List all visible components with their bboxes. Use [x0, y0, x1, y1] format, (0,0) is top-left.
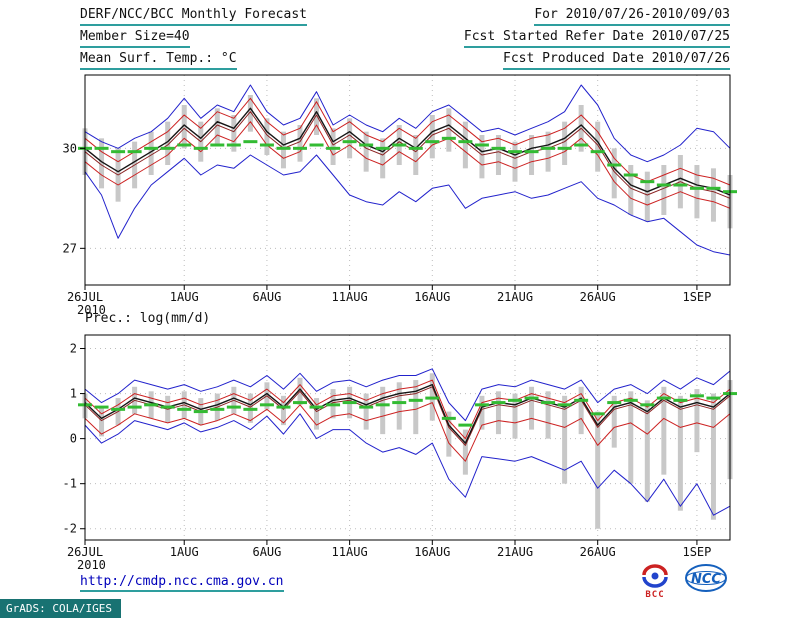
svg-text:30: 30 — [63, 141, 77, 155]
chart-main-title-row: DERF/NCC/BCC Monthly Forecast — [80, 8, 307, 26]
ensemble-spread — [82, 95, 733, 229]
ncc-logo-mark: NCC — [685, 564, 727, 592]
bcc-logo: BCC — [638, 563, 672, 600]
footer-logos: BCC NCC — [638, 563, 728, 600]
svg-text:1SEP: 1SEP — [682, 545, 711, 559]
gridlines — [84, 75, 730, 285]
fcst-refer-date-label: Fcst Started Refer Date 2010/07/25 — [463, 30, 730, 48]
svg-text:-1: -1 — [63, 477, 77, 491]
series-ens-min — [84, 413, 731, 516]
svg-text:26JUL: 26JUL — [67, 290, 103, 304]
series-ens-median — [84, 111, 731, 199]
svg-text:16AUG: 16AUG — [414, 290, 450, 304]
bcc-logo-mark — [642, 564, 668, 588]
axis-labels: 27 30 26JUL 1AUG 6AUG 11AUG 16AUG 21AUG 26AUG 1SE… — [63, 141, 712, 317]
svg-text:2: 2 — [70, 342, 77, 356]
source-link[interactable]: http://cmdp.ncc.cma.gov.cn — [80, 574, 284, 592]
member-size-label: Member Size=40 — [80, 30, 190, 48]
fcst-produced-date-label: Fcst Produced Date 2010/07/26 — [503, 52, 730, 70]
temp-panel: 27 30 26JUL 1AUG 6AUG 11AUG 16AUG 21AUG 26AUG 1SE… — [63, 74, 737, 317]
axis-labels: 2 1 0 -1 -2 26JUL 1AUG 6AUG 11AUG 16AUG 21AUG 26AUG… — [63, 311, 712, 572]
svg-text:6AUG: 6AUG — [252, 290, 281, 304]
fcst-refer-date-row: Fcst Started Refer Date 2010/07/25 — [463, 30, 730, 48]
svg-text:-2: -2 — [63, 522, 77, 536]
panel-frame — [84, 334, 731, 541]
bcc-logo-label: BCC — [645, 590, 665, 600]
svg-text:0: 0 — [70, 432, 77, 446]
chart-main-title: DERF/NCC/BCC Monthly Forecast — [80, 8, 307, 26]
temp-panel-title-row: Mean Surf. Temp.: °C — [80, 52, 307, 70]
svg-text:2010: 2010 — [77, 303, 106, 317]
gridlines — [84, 335, 730, 540]
series-lower-quartile — [84, 402, 731, 462]
svg-text:1: 1 — [70, 387, 77, 401]
prec-panel: 2 1 0 -1 -2 26JUL 1AUG 6AUG 11AUG 16AUG 21AUG 26AUG… — [63, 311, 737, 572]
svg-text:Prec.: log(mm/d): Prec.: log(mm/d) — [85, 311, 210, 326]
svg-text:1SEP: 1SEP — [682, 290, 711, 304]
ncc-logo-label: NCC — [691, 572, 721, 587]
svg-text:16AUG: 16AUG — [414, 545, 450, 559]
forecast-range-label: For 2010/07/26-2010/09/03 — [534, 8, 730, 26]
series-ens-min — [84, 154, 731, 256]
header-left: DERF/NCC/BCC Monthly Forecast Member Siz… — [80, 8, 307, 74]
svg-text:26AUG: 26AUG — [580, 290, 616, 304]
series-climatology — [78, 392, 737, 427]
svg-text:2010: 2010 — [77, 558, 106, 572]
fcst-produced-date-row: Fcst Produced Date 2010/07/26 — [464, 52, 730, 70]
svg-text:26AUG: 26AUG — [580, 545, 616, 559]
series-ens-median — [84, 386, 731, 446]
svg-text:26JUL: 26JUL — [67, 545, 103, 559]
svg-text:6AUG: 6AUG — [252, 545, 281, 559]
svg-text:1AUG: 1AUG — [170, 545, 199, 559]
series-lower-quartile — [84, 121, 731, 209]
series-ens-mean — [84, 383, 731, 444]
svg-text:21AUG: 21AUG — [497, 290, 533, 304]
grads-credit: GrADS: COLA/IGES — [0, 599, 121, 618]
svg-text:27: 27 — [63, 241, 77, 255]
series-upper-quartile — [84, 97, 731, 186]
svg-text:11AUG: 11AUG — [332, 290, 368, 304]
series-ens-max — [84, 84, 731, 163]
forecast-range-row: For 2010/07/26-2010/09/03 — [464, 8, 730, 26]
temp-panel-title: Mean Surf. Temp.: °C — [80, 52, 237, 70]
header-right: For 2010/07/26-2010/09/03 Fcst Started R… — [463, 8, 730, 74]
svg-text:1AUG: 1AUG — [170, 290, 199, 304]
svg-text:21AUG: 21AUG — [497, 545, 533, 559]
panel-frame — [84, 74, 731, 286]
svg-text:11AUG: 11AUG — [332, 545, 368, 559]
series-upper-quartile — [84, 379, 731, 440]
ncc-logo: NCC — [684, 563, 728, 593]
series-ens-max — [84, 368, 731, 422]
ensemble-spread — [82, 373, 733, 529]
member-size-row: Member Size=40 — [80, 30, 307, 48]
series-ens-mean — [84, 107, 731, 196]
series-climatology — [78, 136, 737, 194]
